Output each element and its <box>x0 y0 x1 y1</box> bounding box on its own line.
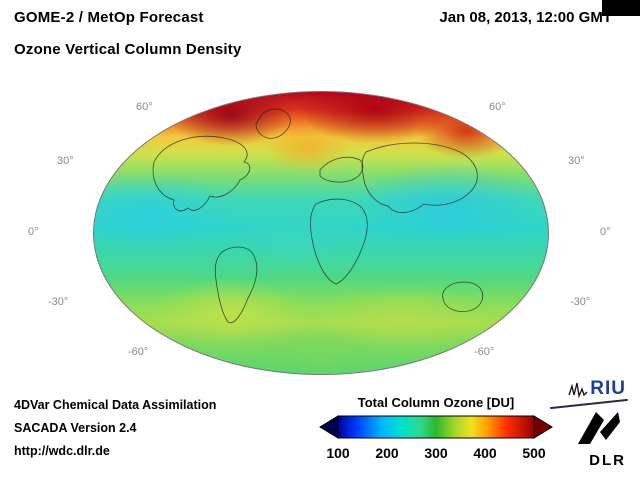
riu-underline <box>550 398 628 410</box>
forecast-datetime: Jan 08, 2013, 12:00 GMT <box>439 9 612 26</box>
lat-label-right-0: 0° <box>600 226 611 238</box>
lat-label-right-30: 30° <box>568 155 585 167</box>
colorbar-tick-200: 200 <box>375 445 399 461</box>
colorbar <box>319 415 553 439</box>
colorbar-tick-100: 100 <box>326 445 350 461</box>
ozone-field-raster <box>93 91 549 375</box>
coastline-europe <box>319 156 364 183</box>
ozone-field-detail <box>94 92 548 374</box>
coastlines-overlay <box>152 108 484 324</box>
dlr-logo-text: DLR <box>589 452 626 469</box>
colorbar-gradient-bar <box>337 415 535 439</box>
colorbar-tick-500: 500 <box>522 445 546 461</box>
lat-label-right-m60: -60° <box>474 346 495 358</box>
coastline-asia <box>361 142 478 213</box>
credit-url: http://wdc.dlr.de <box>14 444 110 458</box>
coastline-africa <box>310 198 368 285</box>
credit-version: SACADA Version 2.4 <box>14 421 137 435</box>
coastline-south-america <box>214 246 258 324</box>
riu-logo: RIU <box>568 378 626 400</box>
coastline-australia <box>442 281 484 312</box>
page-title: GOME-2 / MetOp Forecast <box>14 9 204 26</box>
colorbar-tick-400: 400 <box>473 445 497 461</box>
page-subtitle: Ozone Vertical Column Density <box>14 41 242 58</box>
world-ozone-map <box>93 91 549 375</box>
riu-waveform-icon <box>568 382 588 398</box>
lat-label-left-60: 60° <box>136 101 153 113</box>
colorbar-title: Total Column Ozone [DU] <box>357 395 515 410</box>
lat-label-left-30: 30° <box>57 155 74 167</box>
lat-label-left-m60: -60° <box>128 346 149 358</box>
lat-label-right-m30: -30° <box>570 296 591 308</box>
credit-assimilation: 4DVar Chemical Data Assimilation <box>14 398 217 412</box>
coastline-north-america <box>152 135 251 212</box>
riu-logo-text: RIU <box>590 378 626 399</box>
corner-marker <box>602 0 640 16</box>
colorbar-right-arrow-icon <box>533 415 553 439</box>
colorbar-tick-300: 300 <box>424 445 448 461</box>
dlr-logo-icon <box>578 412 620 444</box>
lat-label-left-0: 0° <box>28 226 39 238</box>
lat-label-right-60: 60° <box>489 101 506 113</box>
coastline-greenland <box>255 108 291 139</box>
colorbar-left-arrow-icon <box>319 415 339 439</box>
lat-label-left-m30: -30° <box>48 296 69 308</box>
